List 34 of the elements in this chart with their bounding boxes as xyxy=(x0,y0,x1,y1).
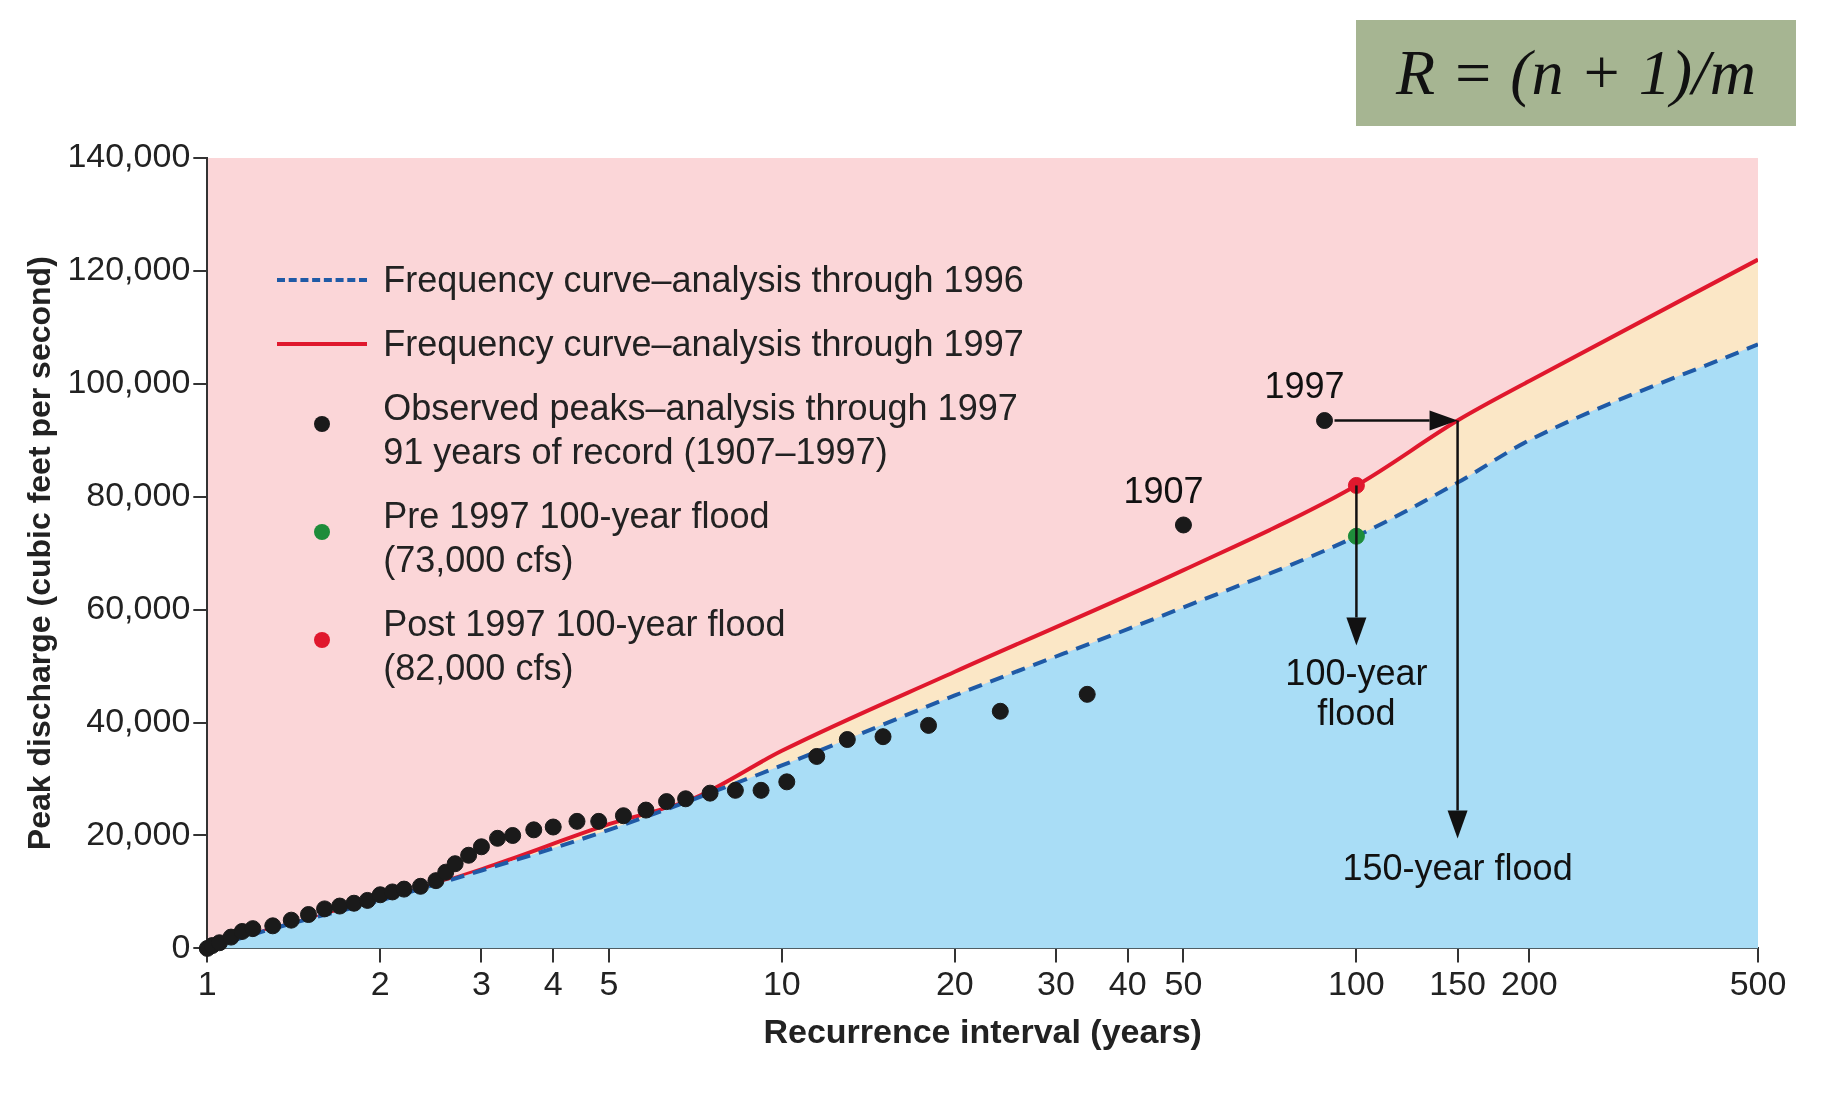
x-tick-label: 5 xyxy=(599,964,619,1003)
x-tick-label: 150 xyxy=(1429,964,1486,1003)
legend-label: Observed peaks–analysis through 1997 91 years of record (1907–1997) xyxy=(383,386,1018,474)
y-tick-label: 140,000 xyxy=(67,136,191,175)
text: R = (n + 1)/m xyxy=(1353,18,1798,128)
annotation: 100-year flood xyxy=(1285,652,1428,734)
x-tick-label: 4 xyxy=(543,964,563,1003)
x-tick-label: 3 xyxy=(471,964,491,1003)
x-tick-label: 10 xyxy=(762,964,801,1003)
annotation: 1997 xyxy=(1264,365,1345,407)
x-tick-label: 1 xyxy=(197,964,217,1003)
y-tick-label: 20,000 xyxy=(86,813,191,852)
legend-label: Frequency curve–analysis through 1996 xyxy=(383,258,1024,302)
x-tick-label: 2 xyxy=(370,964,390,1003)
y-tick-label: 40,000 xyxy=(86,700,191,739)
y-tick-label: 60,000 xyxy=(86,588,191,627)
y-tick-label: 120,000 xyxy=(67,249,191,288)
x-axis-title: Recurrence interval (years) xyxy=(763,1011,1202,1050)
y-tick-label: 0 xyxy=(171,926,191,965)
x-tick-label: 200 xyxy=(1501,964,1558,1003)
x-tick-label: 500 xyxy=(1729,964,1787,1003)
y-tick-label: 80,000 xyxy=(86,475,191,514)
x-tick-label: 30 xyxy=(1037,964,1075,1003)
y-axis-title: Peak discharge (cubic feet per second) xyxy=(21,256,58,851)
legend-label: Pre 1997 100-year flood (73,000 cfs) xyxy=(383,494,770,582)
legend-label: Frequency curve–analysis through 1997 xyxy=(383,322,1024,366)
x-tick-label: 50 xyxy=(1164,964,1203,1003)
annotation: 1907 xyxy=(1123,469,1204,511)
annotation: 150-year flood xyxy=(1342,847,1573,889)
legend-label: Post 1997 100-year flood (82,000 cfs) xyxy=(383,602,786,690)
x-tick-label: 100 xyxy=(1328,964,1385,1003)
x-tick-label: 20 xyxy=(935,964,974,1003)
x-tick-label: 40 xyxy=(1108,964,1147,1003)
y-tick-label: 100,000 xyxy=(67,362,191,401)
